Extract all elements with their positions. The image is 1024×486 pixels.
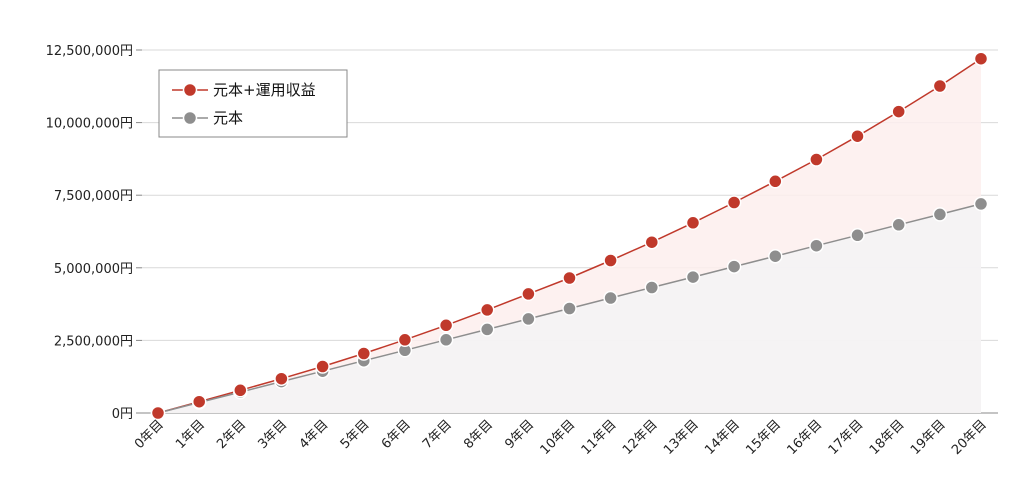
y-tick-label: 0円	[112, 407, 133, 422]
data-point-series-1	[150, 405, 166, 421]
x-tick-label: 16年目	[785, 417, 826, 458]
x-tick-label: 19年目	[908, 417, 949, 458]
data-point-series-2	[768, 248, 783, 264]
data-point-series-1	[233, 383, 248, 398]
x-tick-label: 15年目	[743, 417, 784, 458]
data-point-series-2	[479, 322, 495, 337]
data-point-series-2	[726, 259, 742, 274]
legend-box	[158, 69, 348, 138]
data-point-series-2	[809, 238, 824, 253]
y-axis: 0円 2,500,000円 5,000,000円 7,500,000円 10,000,0…	[46, 44, 142, 422]
data-point-series-1	[809, 152, 824, 167]
legend-label-series-2: 元本	[213, 109, 243, 127]
data-point-series-1	[726, 195, 742, 210]
x-tick-label: 12年目	[620, 417, 661, 458]
data-point-series-2	[438, 332, 454, 348]
y-tick-label: 2,500,000円	[54, 334, 133, 349]
data-point-series-1	[356, 346, 372, 361]
x-tick-label: 13年目	[661, 417, 702, 458]
legend-marker-series-2	[182, 110, 198, 126]
legend-label-series-1: 元本+運用収益	[213, 81, 316, 99]
data-point-series-2	[685, 269, 701, 285]
data-points	[150, 51, 989, 421]
data-point-series-1	[603, 253, 618, 268]
y-tick-label: 12,500,000円	[46, 44, 133, 59]
y-tick-label: 10,000,000円	[46, 117, 133, 132]
x-tick-label: 17年目	[826, 417, 867, 458]
x-tick-label: 5年目	[338, 417, 373, 452]
x-tick-label: 4年目	[297, 417, 332, 452]
data-point-series-1	[521, 286, 536, 302]
x-tick-label: 1年目	[173, 417, 208, 452]
data-point-series-1	[562, 270, 577, 286]
x-tick-label: 9年目	[502, 417, 537, 452]
data-point-series-1	[850, 128, 865, 144]
legend: 元本+運用収益 元本	[158, 69, 348, 138]
x-tick-label: 10年目	[538, 417, 579, 458]
data-point-series-1	[768, 174, 783, 189]
x-tick-label: 3年目	[255, 417, 290, 452]
data-point-series-1	[479, 302, 495, 318]
x-tick-label: 8年目	[461, 417, 496, 452]
data-point-series-2	[850, 228, 865, 243]
data-point-series-1	[315, 359, 330, 374]
data-point-series-1	[973, 51, 989, 66]
legend-marker-series-1	[182, 82, 198, 98]
data-point-series-1	[191, 394, 207, 409]
data-point-series-1	[891, 104, 906, 119]
x-axis: 0年目 1年目 2年目 3年目 4年目 5年目 6年目 7年目 8年目 9年目 10年目 11年目 12…	[132, 417, 990, 458]
data-point-series-1	[685, 215, 701, 231]
x-tick-label: 14年目	[702, 417, 743, 458]
data-point-series-2	[562, 301, 577, 316]
y-tick-label: 7,500,000円	[54, 189, 133, 204]
x-tick-label: 18年目	[867, 417, 908, 458]
data-point-series-2	[932, 207, 948, 222]
data-point-series-2	[603, 290, 618, 306]
data-point-series-2	[891, 217, 906, 233]
data-point-series-2	[973, 196, 989, 212]
data-point-series-1	[932, 78, 948, 94]
x-tick-label: 7年目	[420, 417, 455, 452]
x-tick-label: 20年目	[949, 417, 990, 458]
data-point-series-1	[274, 371, 289, 386]
x-tick-label: 2年目	[214, 417, 249, 452]
data-point-series-2	[521, 311, 536, 327]
data-point-series-1	[397, 332, 413, 348]
data-point-series-1	[644, 234, 660, 250]
y-tick-label: 5,000,000円	[54, 262, 133, 277]
data-point-series-1	[438, 318, 454, 333]
x-tick-label: 6年目	[379, 417, 414, 452]
data-point-series-2	[644, 280, 660, 295]
x-tick-label: 11年目	[579, 417, 620, 458]
x-tick-label: 0年目	[132, 417, 167, 452]
